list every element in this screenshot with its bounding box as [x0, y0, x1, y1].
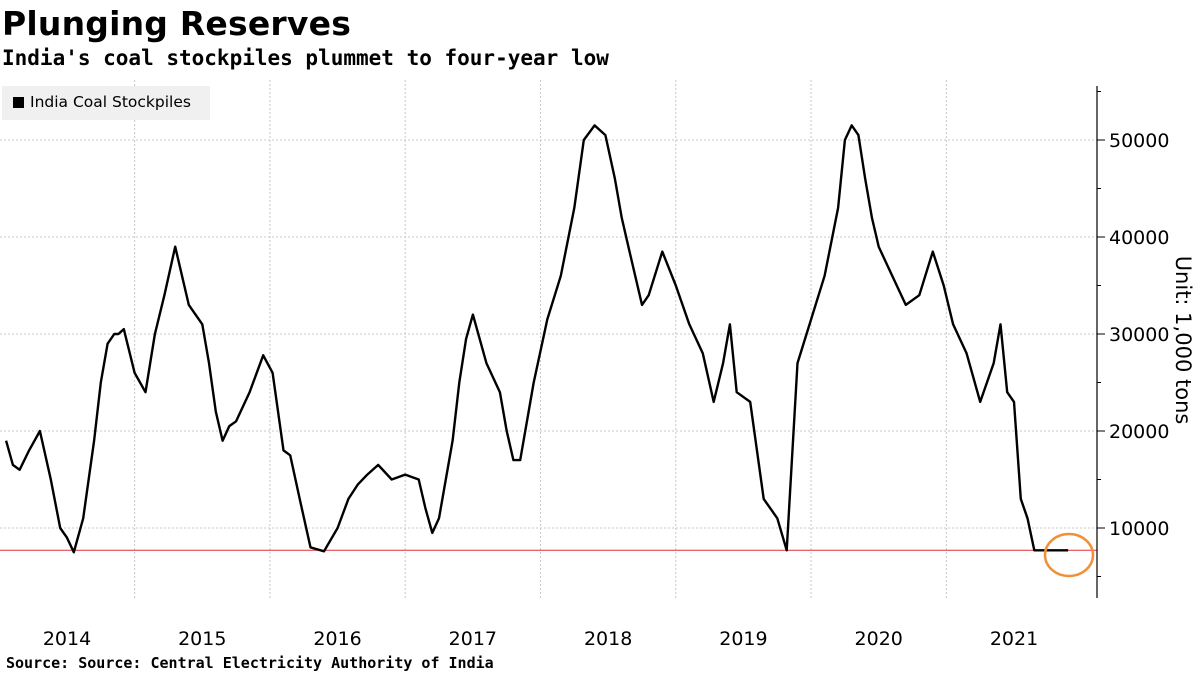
y-axis-unit-label: Unit: 1,000 tons: [1171, 256, 1195, 425]
y-tick-label: 10000: [1109, 518, 1169, 540]
chart-subtitle: India's coal stockpiles plummet to four-…: [2, 46, 609, 70]
x-tick-label: 2015: [178, 628, 226, 650]
x-tick-label: 2017: [449, 628, 497, 650]
legend-swatch: [13, 97, 24, 108]
x-tick-label: 2021: [990, 628, 1038, 650]
y-axis-ticks: 10000 20000 30000 40000 50000: [1097, 91, 1169, 577]
series-line-india-coal-stockpiles: [4, 124, 1069, 554]
y-tick-label: 30000: [1109, 324, 1169, 346]
x-tick-label: 2016: [313, 628, 361, 650]
legend-label: India Coal Stockpiles: [30, 93, 191, 111]
y-tick-label: 40000: [1109, 227, 1169, 249]
x-tick-label: 2020: [855, 628, 903, 650]
x-tick-label: 2014: [43, 628, 91, 650]
x-tick-label: 2018: [584, 628, 632, 650]
y-tick-label: 20000: [1109, 421, 1169, 443]
x-tick-label: 2019: [719, 628, 767, 650]
grid-layer: [0, 80, 1097, 598]
chart-title: Plunging Reserves: [2, 4, 352, 43]
legend: India Coal Stockpiles: [2, 86, 210, 120]
source-note: Source: Source: Central Electricity Auth…: [6, 654, 494, 672]
x-axis-labels: 2014 2015 2016 2017 2018 2019 2020 2021: [43, 628, 1038, 650]
highlight-circle: [1043, 532, 1095, 578]
y-tick-label: 50000: [1109, 130, 1169, 152]
